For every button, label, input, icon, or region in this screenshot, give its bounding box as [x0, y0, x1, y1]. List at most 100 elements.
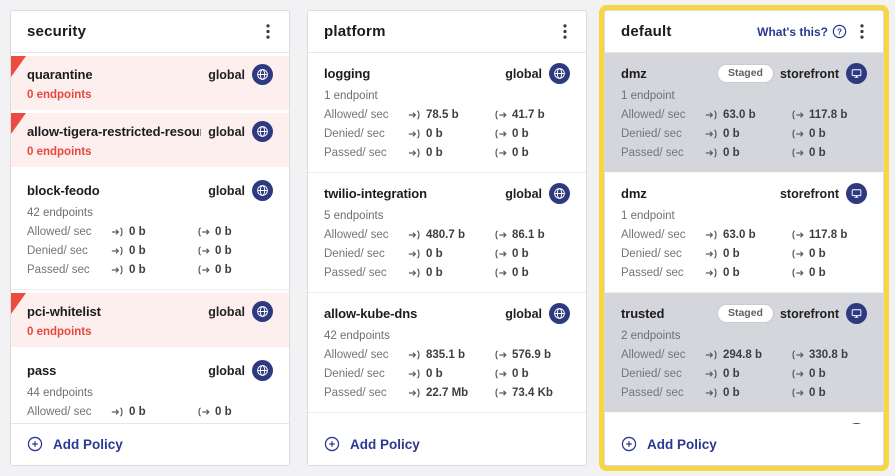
add-policy-button[interactable]: Add Policy [11, 423, 289, 465]
arrow-into-bracket-icon [111, 227, 124, 237]
arrow-out-of-bracket-icon [494, 268, 507, 278]
endpoints-count: 5 endpoints [324, 210, 384, 222]
arrow-out-of-bracket-icon [791, 388, 804, 398]
policy-card-quarantine[interactable]: quarantine global 0 endpoints [11, 56, 289, 110]
arrow-into-bracket-icon [705, 350, 718, 360]
tier-title: platform [324, 23, 386, 40]
egress-value: 73.4 Kb [512, 387, 553, 399]
arrow-into-bracket-icon [705, 268, 718, 278]
kebab-menu-icon[interactable] [558, 22, 572, 41]
ingress-value: 0 b [723, 128, 740, 140]
plus-circle-icon [621, 436, 637, 452]
arrow-out-of-bracket-icon [494, 388, 507, 398]
egress-value: 117.8 b [809, 109, 848, 121]
policy-card-trusted-staged[interactable]: trusted Staged storefront 2 endpoints Al… [605, 293, 883, 413]
endpoints-count: 0 endpoints [27, 89, 92, 101]
stat-row-denied: Denied/ sec 0 b 0 b [27, 244, 273, 258]
stat-label: Passed/ sec [324, 267, 387, 279]
stat-row-passed: Passed/ sec 22.7 Mb 73.4 Kb [324, 386, 570, 400]
globe-icon [549, 303, 570, 324]
policy-card-pci-whitelist[interactable]: pci-whitelist global 0 endpoints [11, 293, 289, 347]
egress-value: 0 b [809, 248, 826, 260]
arrow-out-of-bracket-icon [494, 110, 507, 120]
policy-scope-label: storefront [779, 66, 839, 81]
policy-card-allow-kube-dns[interactable]: allow-kube-dns global 42 endpoints Allow… [308, 293, 586, 413]
egress-value: 0 b [512, 248, 529, 260]
egress-value: 0 b [215, 406, 232, 418]
policy-name: quarantine [27, 67, 93, 82]
ingress-value: 0 b [426, 248, 443, 260]
monitor-icon [846, 183, 867, 204]
egress-value: 576.9 b [512, 349, 551, 361]
arrow-into-bracket-icon [705, 148, 718, 158]
stat-label: Denied/ sec [621, 128, 682, 140]
egress-value: 86.1 b [512, 229, 545, 241]
ingress-value: 0 b [723, 267, 740, 279]
policy-card-block-feodo[interactable]: block-feodo global 42 endpoints Allowed/… [11, 170, 289, 290]
monitor-icon [846, 303, 867, 324]
arrow-out-of-bracket-icon [791, 350, 804, 360]
ingress-value: 0 b [723, 147, 740, 159]
ingress-value: 0 b [426, 147, 443, 159]
policy-card-logging[interactable]: logging global 1 endpoint Allowed/ sec 7… [308, 53, 586, 173]
stat-row-passed: Passed/ sec 0 b 0 b [324, 266, 570, 280]
arrow-into-bracket-icon [705, 129, 718, 139]
stat-label: Allowed/ sec [324, 349, 389, 361]
policy-card-allow-tigera-restricted-resources[interactable]: allow-tigera-restricted-resources global… [11, 113, 289, 167]
arrow-out-of-bracket-icon [197, 265, 210, 275]
stat-row-passed: Passed/ sec 0 b 0 b [27, 263, 273, 277]
policy-card-trusted[interactable]: trusted storefront [605, 413, 883, 424]
policy-name: pass [27, 363, 57, 378]
question-circle-icon: ? [832, 24, 847, 39]
stat-row-denied: Denied/ sec 0 b 0 b [324, 367, 570, 381]
kebab-menu-icon[interactable] [855, 22, 869, 41]
policy-name: block-feodo [27, 183, 100, 198]
policy-scope-label: storefront [779, 186, 839, 201]
add-policy-button[interactable]: Add Policy [605, 424, 883, 465]
kebab-menu-icon[interactable] [261, 22, 275, 41]
policy-card-dmz[interactable]: dmz storefront 1 endpoint Allowed/ sec 6… [605, 173, 883, 293]
policy-card-dmz-staged[interactable]: dmz Staged storefront 1 endpoint Allowed… [605, 53, 883, 173]
add-policy-button[interactable]: Add Policy [308, 424, 586, 465]
egress-value: 0 b [512, 267, 529, 279]
ingress-value: 0 b [723, 248, 740, 260]
policy-name: logging [324, 66, 371, 81]
monitor-icon [846, 423, 867, 424]
policy-card-twilio-integration[interactable]: twilio-integration global 5 endpoints Al… [308, 173, 586, 293]
stat-label: Passed/ sec [324, 387, 387, 399]
policy-scope-label: global [505, 66, 542, 81]
tier-title: default [621, 23, 672, 40]
endpoints-count: 1 endpoint [621, 90, 675, 102]
arrow-into-bracket-icon [705, 388, 718, 398]
arrow-into-bracket-icon [111, 246, 124, 256]
egress-value: 0 b [512, 147, 529, 159]
policy-name: allow-kube-dns [324, 306, 418, 321]
egress-value: 0 b [809, 387, 826, 399]
egress-value: 330.8 b [809, 349, 848, 361]
policy-scope-label: global [208, 304, 245, 319]
whats-this-link[interactable]: What's this? ? [757, 24, 847, 39]
egress-value: 0 b [512, 368, 529, 380]
add-policy-label: Add Policy [53, 436, 123, 452]
arrow-into-bracket-icon [705, 230, 718, 240]
stat-label: Denied/ sec [621, 368, 682, 380]
policy-name: dmz [621, 66, 647, 81]
globe-icon [252, 180, 273, 201]
arrow-into-bracket-icon [705, 369, 718, 379]
policy-card-pass[interactable]: pass global 44 endpoints Allowed/ sec 0 … [11, 350, 289, 423]
ingress-value: 0 b [129, 245, 146, 257]
policy-name: dmz [621, 186, 647, 201]
stat-label: Allowed/ sec [27, 226, 92, 238]
staged-badge: Staged [717, 65, 773, 82]
egress-value: 0 b [809, 147, 826, 159]
arrow-into-bracket-icon [408, 129, 421, 139]
arrow-into-bracket-icon [408, 249, 421, 259]
arrow-out-of-bracket-icon [494, 148, 507, 158]
ingress-value: 0 b [129, 264, 146, 276]
arrow-into-bracket-icon [408, 110, 421, 120]
ingress-value: 0 b [129, 406, 146, 418]
stat-row-denied: Denied/ sec 0 b 0 b [324, 247, 570, 261]
tier-card-list: quarantine global 0 endpoints allow-tige… [11, 53, 289, 423]
ingress-value: 0 b [129, 226, 146, 238]
globe-icon [549, 183, 570, 204]
